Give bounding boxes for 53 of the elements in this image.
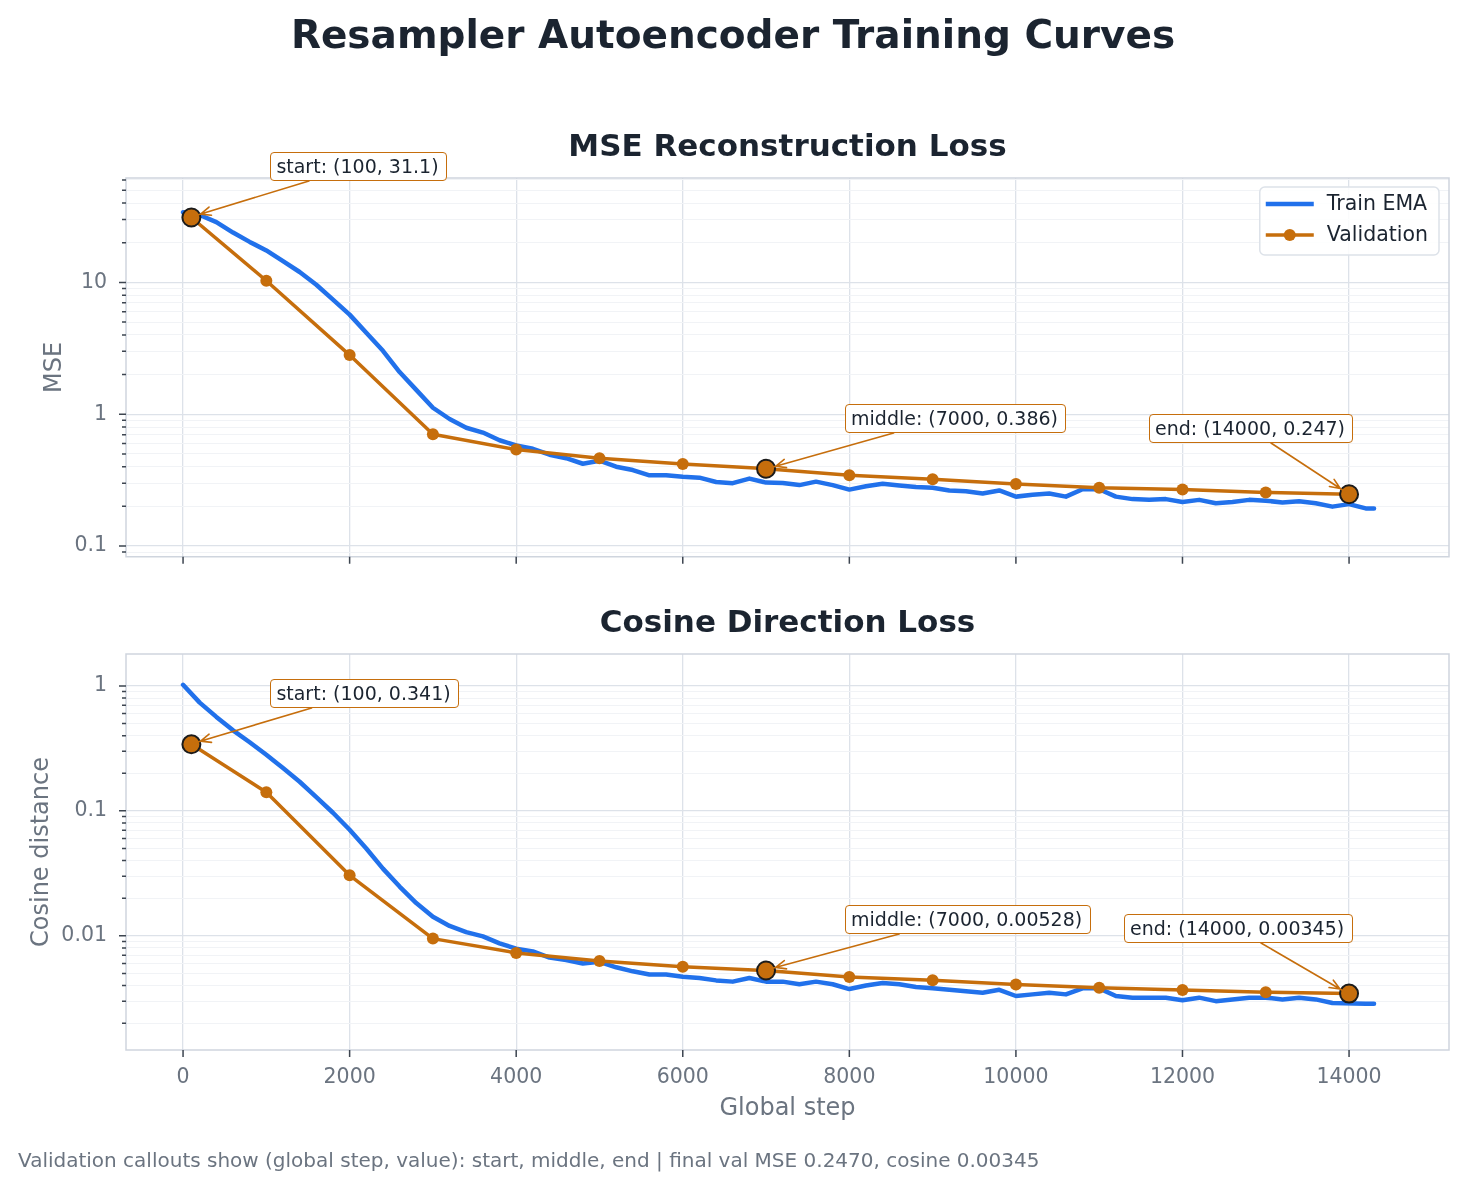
point <box>926 974 939 987</box>
point <box>510 946 523 959</box>
point <box>1093 481 1106 494</box>
point <box>843 971 856 984</box>
point <box>260 274 273 287</box>
x-tick-label: 8000 <box>823 1063 876 1088</box>
x-tick-label: 4000 <box>490 1063 543 1088</box>
point <box>1093 981 1106 994</box>
y-tick-label: 10 <box>80 268 107 293</box>
y-axis-title: MSE <box>38 341 67 393</box>
y-tick-label: 1 <box>93 400 107 425</box>
annotation: end: (14000, 0.00345) <box>1124 913 1354 943</box>
x-tick-label: 10000 <box>983 1063 1049 1088</box>
text: Resampler Autoencoder Training Curves <box>290 12 1176 57</box>
point <box>843 469 856 482</box>
point <box>1009 978 1022 991</box>
y-tick-label: 0.01 <box>61 922 107 947</box>
x-tick-label: 12000 <box>1149 1063 1216 1088</box>
annotation: start: (100, 0.341) <box>270 679 460 709</box>
point <box>343 869 356 882</box>
point <box>1009 477 1022 490</box>
legend-label: Train EMA <box>1325 191 1428 216</box>
y-tick-label: 0.1 <box>74 797 107 822</box>
point <box>260 786 273 799</box>
x-tick-label: 14000 <box>1316 1063 1382 1088</box>
chart-title: MSE Reconstruction Loss <box>568 127 1007 164</box>
point <box>1176 483 1189 496</box>
point <box>593 954 606 967</box>
point <box>1176 983 1189 996</box>
point <box>676 457 689 470</box>
annotation: middle: (7000, 0.386) <box>845 403 1067 433</box>
point <box>676 960 689 973</box>
y-tick-label: 1 <box>93 672 107 697</box>
annotation: middle: (7000, 0.00528) <box>845 905 1092 935</box>
point <box>593 452 606 465</box>
point <box>1259 486 1272 499</box>
point <box>343 349 356 362</box>
x-axis-title: Global step <box>719 1093 856 1122</box>
point <box>926 473 939 486</box>
annotation: start: (100, 31.1) <box>270 152 448 182</box>
x-tick-label: 2000 <box>323 1063 376 1088</box>
point <box>510 443 523 456</box>
x-tick-label: 0 <box>176 1063 190 1088</box>
y-axis-title: Cosine distance <box>25 757 54 947</box>
annotation: end: (14000, 0.247) <box>1149 414 1354 444</box>
point <box>1259 986 1272 999</box>
point <box>426 932 439 945</box>
y-tick-label: 0.1 <box>74 532 107 557</box>
chart-title: Cosine Direction Loss <box>599 603 976 640</box>
point <box>426 428 439 441</box>
text: Validation callouts show (global step, value): start, middle, end | final val MSE 0.2470, cosine 0.00345 <box>18 1148 1040 1172</box>
legend-label: Validation <box>1326 222 1429 247</box>
x-tick-label: 6000 <box>656 1063 709 1088</box>
